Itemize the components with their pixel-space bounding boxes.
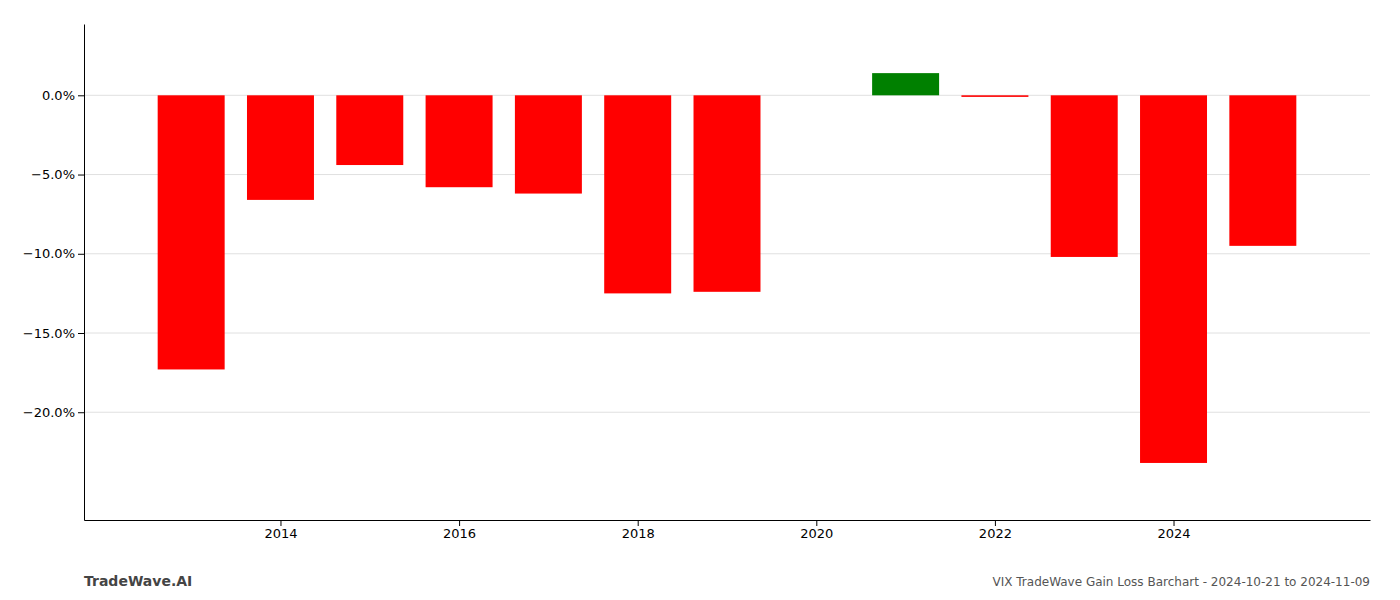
x-tick-mark (459, 520, 460, 526)
bar (1229, 95, 1296, 246)
bar (515, 95, 582, 193)
plot: 2014 2016 2018 2020 2022 2024 0.0% −5.0% −10.0% −… (23, 25, 1371, 542)
x-tick: 2018 (622, 520, 655, 541)
x-tick: 2020 (800, 520, 833, 541)
bar (1051, 95, 1118, 257)
footer-left: TradeWave.AI (84, 573, 192, 589)
y-tick-mark (78, 412, 84, 413)
x-tick: 2016 (443, 520, 476, 541)
bar (1140, 95, 1207, 463)
x-tick-label: 2020 (800, 526, 833, 541)
y-axis-line (84, 25, 85, 521)
y-tick-label: −5.0% (31, 167, 75, 182)
y-tick-mark (78, 254, 84, 255)
y-tick: −20.0% (23, 405, 84, 420)
y-tick: 0.0% (42, 88, 84, 103)
bar (694, 95, 761, 291)
x-tick-mark (1174, 520, 1175, 526)
x-tick: 2014 (264, 520, 297, 541)
y-tick-label: −15.0% (23, 326, 75, 341)
bar (336, 95, 403, 165)
bar (247, 95, 314, 200)
x-axis: 2014 2016 2018 2020 2022 2024 (85, 520, 1371, 541)
y-tick: −15.0% (23, 326, 84, 341)
bar (604, 95, 671, 293)
x-tick: 2022 (979, 520, 1012, 541)
x-tick-mark (816, 520, 817, 526)
x-tick-label: 2022 (979, 526, 1012, 541)
y-tick-mark (78, 175, 84, 176)
x-tick-label: 2016 (443, 526, 476, 541)
y-axis: 0.0% −5.0% −10.0% −15.0% −20.0% (23, 25, 85, 521)
x-tick-label: 2024 (1157, 526, 1190, 541)
y-tick-label: −10.0% (23, 246, 75, 261)
y-tick-label: 0.0% (42, 88, 75, 103)
bar (158, 95, 225, 369)
x-axis-line (85, 520, 1371, 521)
x-tick: 2024 (1157, 520, 1190, 541)
y-tick-mark (78, 333, 84, 334)
x-tick-label: 2014 (264, 526, 297, 541)
footer-right: VIX TradeWave Gain Loss Barchart - 2024-… (993, 575, 1371, 589)
chart: 2014 2016 2018 2020 2022 2024 0.0% −5.0% −10.0% −… (0, 0, 1400, 600)
x-tick-mark (280, 520, 281, 526)
y-tick-mark (78, 95, 84, 96)
y-tick: −10.0% (23, 246, 84, 261)
bar (872, 73, 939, 95)
bars (158, 73, 1297, 463)
x-tick-mark (638, 520, 639, 526)
bar (426, 95, 493, 187)
y-tick-label: −20.0% (23, 405, 75, 420)
y-tick: −5.0% (31, 167, 84, 182)
x-tick-label: 2018 (622, 526, 655, 541)
bar (961, 95, 1028, 97)
x-tick-mark (995, 520, 996, 526)
